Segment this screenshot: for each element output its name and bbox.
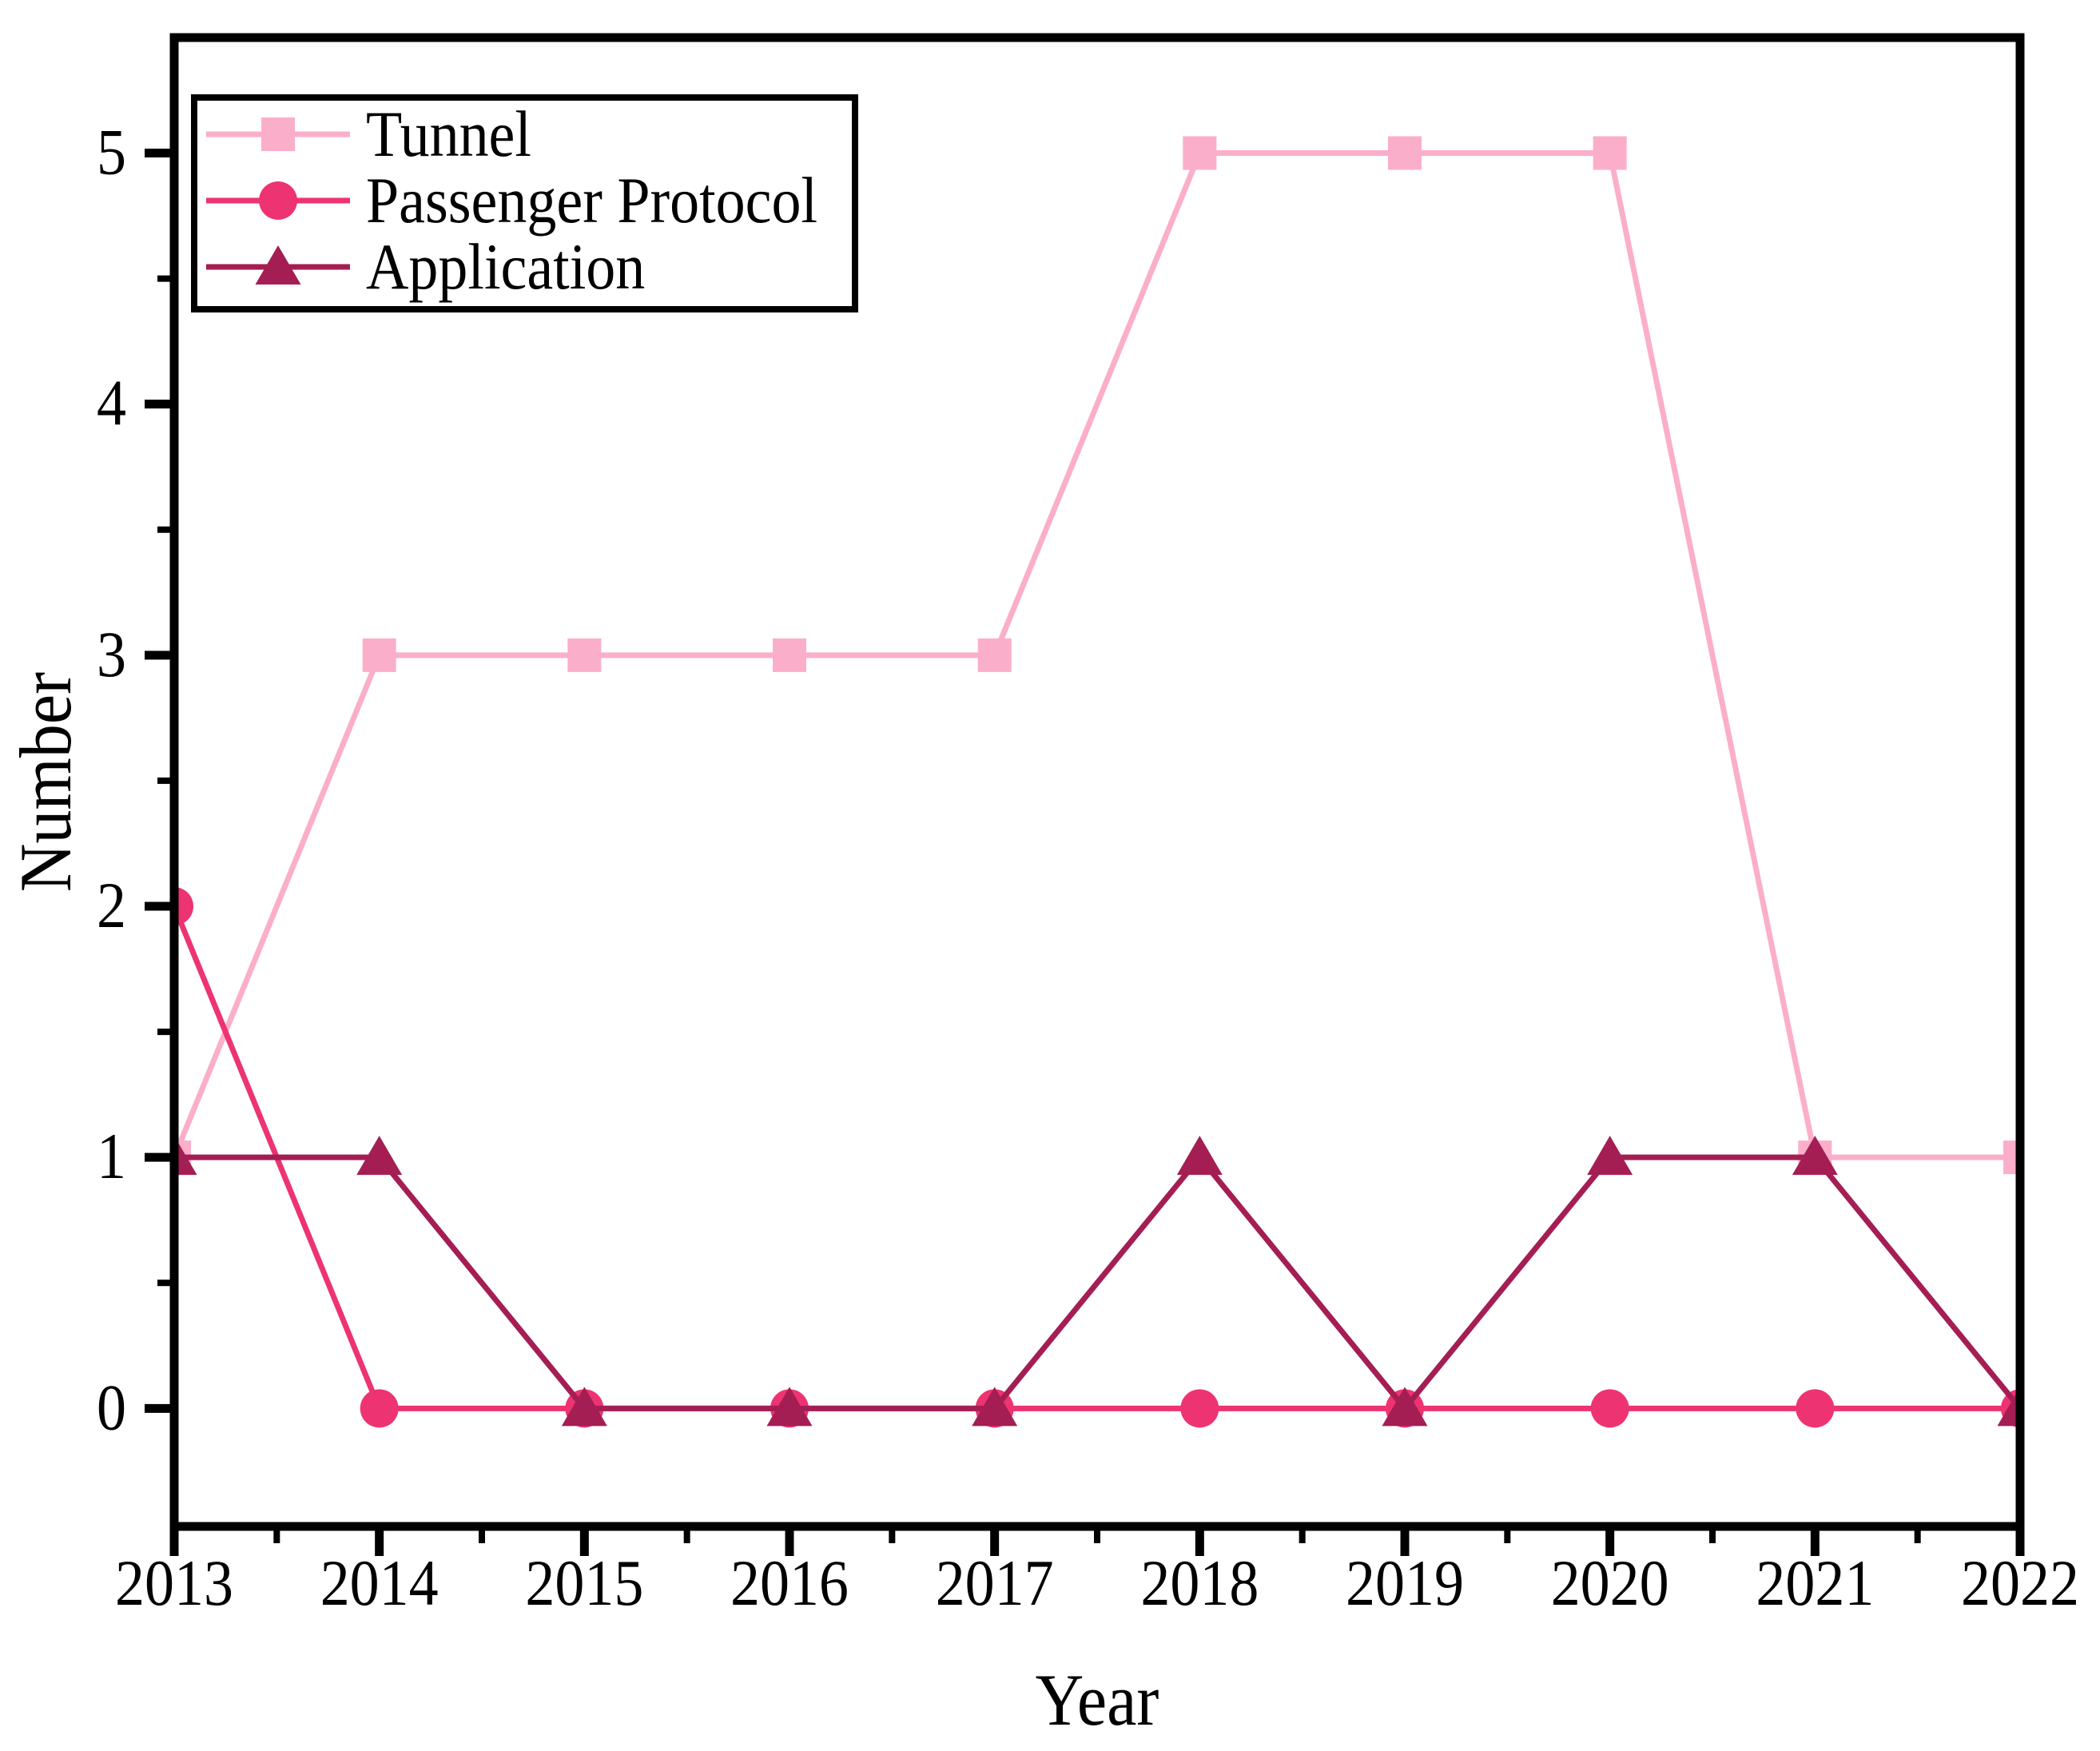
x-tick-label-2016: 2016: [730, 1547, 849, 1619]
application-marker-2013: [174, 1136, 197, 1176]
y-tick-label-2: 2: [97, 870, 126, 941]
tunnel-marker-2017: [977, 638, 1012, 672]
x-tick-label-2015: 2015: [525, 1547, 643, 1619]
y-tick-label-4: 4: [97, 367, 126, 439]
legend-label-passenger-protocol: Passenger Protocol: [366, 165, 817, 237]
application-marker-2021: [1792, 1136, 1838, 1176]
application-marker-2017: [972, 1387, 1018, 1427]
x-tick-label-2017: 2017: [936, 1547, 1054, 1619]
x-tick-label-2019: 2019: [1346, 1547, 1464, 1619]
x-tick-label-2014: 2014: [320, 1547, 439, 1619]
application-marker-2019: [1382, 1387, 1428, 1427]
tunnel-marker-2018: [1183, 136, 1217, 170]
x-axis-title: Year: [1036, 1659, 1159, 1741]
passenger-protocol-marker-2018: [1180, 1389, 1219, 1428]
x-tick-label-2020: 2020: [1551, 1547, 1669, 1619]
tunnel-marker-2015: [567, 638, 602, 672]
x-tick-label-2022: 2022: [1961, 1547, 2079, 1619]
legend-item-tunnel: Tunnel: [206, 98, 531, 170]
y-tick-label-0: 0: [97, 1371, 126, 1443]
legend-swatch-tunnel: [261, 117, 295, 151]
legend-item-passenger-protocol: Passenger Protocol: [206, 165, 817, 237]
legend-label-tunnel: Tunnel: [366, 98, 531, 170]
passenger-protocol-marker-2014: [360, 1389, 399, 1428]
application-line: [174, 1152, 2020, 1413]
x-tick-label-2013: 2013: [115, 1547, 233, 1619]
y-tick-label-1: 1: [97, 1120, 126, 1192]
legend-label-application: Application: [366, 231, 645, 303]
application-marker-2022: [1997, 1387, 2020, 1427]
application-marker-2018: [1176, 1136, 1223, 1176]
passenger-protocol-marker-2013: [174, 887, 193, 926]
x-tick-label-2018: 2018: [1140, 1547, 1259, 1619]
series-application: [174, 1136, 2020, 1427]
passenger-protocol-marker-2020: [1590, 1389, 1629, 1428]
plot-area: [174, 136, 2020, 1428]
y-tick-label-5: 5: [97, 116, 126, 188]
legend-item-application: Application: [206, 231, 645, 303]
passenger-protocol-marker-2021: [1796, 1389, 1835, 1428]
tunnel-marker-2014: [362, 638, 396, 672]
y-axis-title: Number: [5, 672, 87, 892]
application-marker-2015: [561, 1387, 607, 1427]
tunnel-line: [174, 150, 2020, 1160]
tunnel-marker-2019: [1388, 136, 1422, 170]
tunnel-marker-2016: [773, 638, 806, 672]
application-marker-2020: [1587, 1136, 1633, 1176]
x-tick-label-2021: 2021: [1756, 1547, 1874, 1619]
passenger-protocol-line: [174, 905, 2020, 1411]
legend-swatch-passenger-protocol: [259, 181, 297, 220]
application-marker-2016: [766, 1387, 813, 1427]
y-tick-label-3: 3: [97, 619, 126, 690]
tunnel-marker-2020: [1593, 136, 1627, 170]
application-marker-2014: [356, 1136, 403, 1176]
legend-swatch-application: [255, 245, 301, 285]
